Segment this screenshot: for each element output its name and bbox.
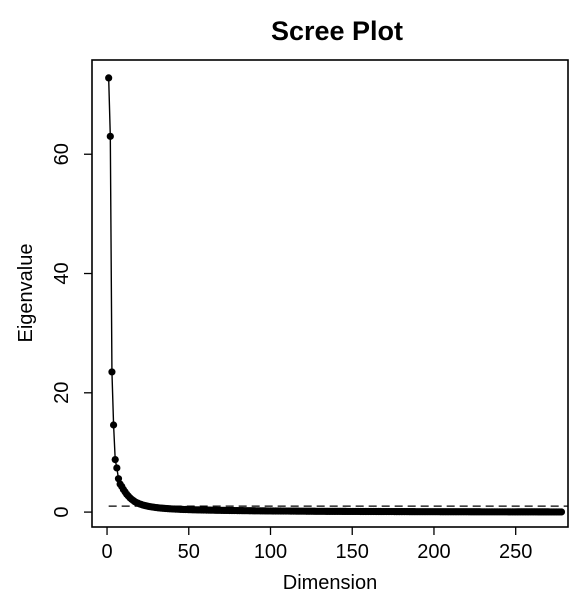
y-axis-label: Eigenvalue: [15, 244, 37, 343]
x-axis-label: Dimension: [283, 572, 377, 594]
y-tick-label: 20: [51, 382, 73, 404]
chart-title: Scree Plot: [271, 16, 403, 46]
data-point: [105, 74, 113, 82]
data-point: [106, 132, 114, 140]
data-point: [108, 368, 116, 376]
x-tick-label: 250: [499, 541, 532, 563]
x-tick-label: 200: [417, 541, 450, 563]
y-tick-label: 60: [51, 143, 73, 165]
y-axis: 0 20 40 60: [51, 143, 92, 518]
series-layer: [105, 74, 566, 516]
x-tick-label: 0: [101, 541, 112, 563]
data-point: [113, 464, 121, 472]
plot-frame: [91, 59, 569, 528]
x-tick-label: 150: [336, 541, 369, 563]
y-tick-label: 40: [51, 262, 73, 284]
series-line: [107, 77, 562, 513]
x-axis: 0 50 100 150 200 250: [101, 527, 532, 563]
data-point: [556, 508, 564, 516]
x-tick-label: 100: [254, 541, 287, 563]
x-tick-label: 50: [178, 541, 200, 563]
y-tick-label: 0: [51, 507, 73, 518]
data-point: [109, 421, 118, 429]
data-point: [111, 456, 119, 464]
